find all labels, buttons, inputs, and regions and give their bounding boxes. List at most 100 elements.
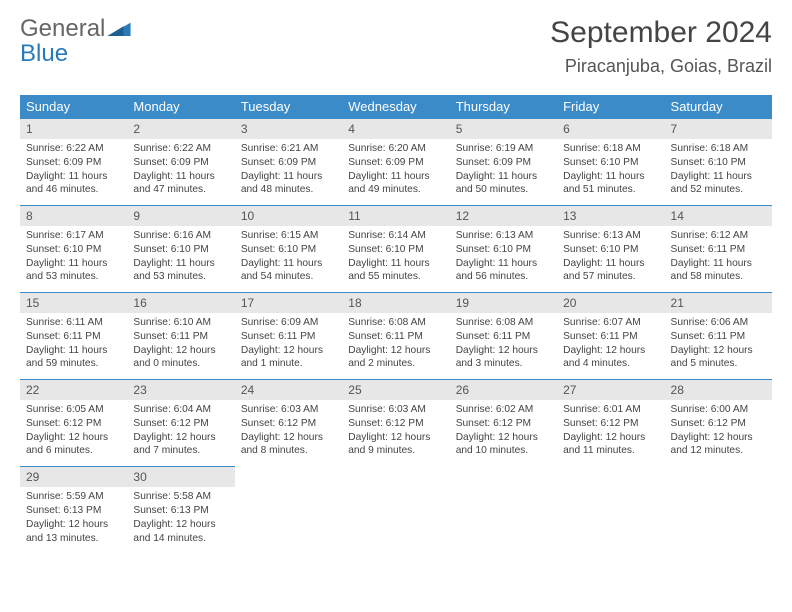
day-number: 27 bbox=[557, 380, 664, 401]
day-cell: Sunrise: 6:18 AMSunset: 6:10 PMDaylight:… bbox=[557, 139, 664, 206]
day-cell: Sunrise: 6:10 AMSunset: 6:11 PMDaylight:… bbox=[127, 313, 234, 380]
day-cell: Sunrise: 6:01 AMSunset: 6:12 PMDaylight:… bbox=[557, 400, 664, 467]
day-number: 18 bbox=[342, 293, 449, 314]
day-cell: Sunrise: 6:03 AMSunset: 6:12 PMDaylight:… bbox=[235, 400, 342, 467]
day-number: 7 bbox=[665, 119, 772, 140]
day-number: 30 bbox=[127, 467, 234, 488]
sunrise-text: Sunrise: 6:05 AM bbox=[26, 403, 121, 417]
sunrise-text: Sunrise: 5:59 AM bbox=[26, 490, 121, 504]
sunset-text: Sunset: 6:11 PM bbox=[563, 330, 658, 344]
weekday-header: Thursday bbox=[450, 95, 557, 119]
day-number-row: 891011121314 bbox=[20, 206, 772, 227]
day-number: 26 bbox=[450, 380, 557, 401]
daylight-text: Daylight: 11 hours and 57 minutes. bbox=[563, 257, 658, 285]
day-cell: Sunrise: 6:19 AMSunset: 6:09 PMDaylight:… bbox=[450, 139, 557, 206]
day-number: 4 bbox=[342, 119, 449, 140]
day-content-row: Sunrise: 6:17 AMSunset: 6:10 PMDaylight:… bbox=[20, 226, 772, 293]
sunrise-text: Sunrise: 6:22 AM bbox=[26, 142, 121, 156]
sunrise-text: Sunrise: 6:00 AM bbox=[671, 403, 766, 417]
day-cell bbox=[665, 487, 772, 553]
daylight-text: Daylight: 12 hours and 13 minutes. bbox=[26, 518, 121, 546]
sunset-text: Sunset: 6:09 PM bbox=[348, 156, 443, 170]
sunset-text: Sunset: 6:10 PM bbox=[133, 243, 228, 257]
daylight-text: Daylight: 11 hours and 59 minutes. bbox=[26, 344, 121, 372]
sunrise-text: Sunrise: 6:03 AM bbox=[348, 403, 443, 417]
sunrise-text: Sunrise: 6:20 AM bbox=[348, 142, 443, 156]
day-cell: Sunrise: 6:00 AMSunset: 6:12 PMDaylight:… bbox=[665, 400, 772, 467]
sunset-text: Sunset: 6:09 PM bbox=[241, 156, 336, 170]
day-number: 25 bbox=[342, 380, 449, 401]
title-block: September 2024 Piracanjuba, Goias, Brazi… bbox=[550, 16, 772, 77]
daylight-text: Daylight: 12 hours and 11 minutes. bbox=[563, 431, 658, 459]
day-cell: Sunrise: 6:06 AMSunset: 6:11 PMDaylight:… bbox=[665, 313, 772, 380]
sunset-text: Sunset: 6:11 PM bbox=[348, 330, 443, 344]
day-number: 23 bbox=[127, 380, 234, 401]
day-cell bbox=[235, 487, 342, 553]
daylight-text: Daylight: 12 hours and 0 minutes. bbox=[133, 344, 228, 372]
day-number bbox=[665, 467, 772, 488]
day-number: 2 bbox=[127, 119, 234, 140]
sunrise-text: Sunrise: 6:22 AM bbox=[133, 142, 228, 156]
sunset-text: Sunset: 6:09 PM bbox=[456, 156, 551, 170]
day-number-row: 22232425262728 bbox=[20, 380, 772, 401]
day-number: 5 bbox=[450, 119, 557, 140]
sunset-text: Sunset: 6:11 PM bbox=[456, 330, 551, 344]
sunset-text: Sunset: 6:12 PM bbox=[456, 417, 551, 431]
sunrise-text: Sunrise: 6:21 AM bbox=[241, 142, 336, 156]
sunset-text: Sunset: 6:11 PM bbox=[133, 330, 228, 344]
day-number: 6 bbox=[557, 119, 664, 140]
day-number-row: 2930 bbox=[20, 467, 772, 488]
day-number: 12 bbox=[450, 206, 557, 227]
daylight-text: Daylight: 12 hours and 1 minute. bbox=[241, 344, 336, 372]
sunset-text: Sunset: 6:10 PM bbox=[26, 243, 121, 257]
day-cell: Sunrise: 6:20 AMSunset: 6:09 PMDaylight:… bbox=[342, 139, 449, 206]
sunset-text: Sunset: 6:12 PM bbox=[671, 417, 766, 431]
logo-text-general: General bbox=[20, 15, 105, 42]
day-cell: Sunrise: 6:13 AMSunset: 6:10 PMDaylight:… bbox=[557, 226, 664, 293]
day-number bbox=[557, 467, 664, 488]
daylight-text: Daylight: 11 hours and 52 minutes. bbox=[671, 170, 766, 198]
sunset-text: Sunset: 6:10 PM bbox=[563, 243, 658, 257]
day-cell: Sunrise: 6:21 AMSunset: 6:09 PMDaylight:… bbox=[235, 139, 342, 206]
day-cell bbox=[557, 487, 664, 553]
day-number: 1 bbox=[20, 119, 127, 140]
weekday-header: Sunday bbox=[20, 95, 127, 119]
day-number: 15 bbox=[20, 293, 127, 314]
day-cell: Sunrise: 6:08 AMSunset: 6:11 PMDaylight:… bbox=[342, 313, 449, 380]
sunrise-text: Sunrise: 6:12 AM bbox=[671, 229, 766, 243]
day-cell: Sunrise: 6:11 AMSunset: 6:11 PMDaylight:… bbox=[20, 313, 127, 380]
sunrise-text: Sunrise: 6:17 AM bbox=[26, 229, 121, 243]
day-cell bbox=[342, 487, 449, 553]
daylight-text: Daylight: 12 hours and 4 minutes. bbox=[563, 344, 658, 372]
weekday-header-row: SundayMondayTuesdayWednesdayThursdayFrid… bbox=[20, 95, 772, 119]
daylight-text: Daylight: 12 hours and 9 minutes. bbox=[348, 431, 443, 459]
sunset-text: Sunset: 6:12 PM bbox=[26, 417, 121, 431]
sunset-text: Sunset: 6:11 PM bbox=[671, 243, 766, 257]
daylight-text: Daylight: 11 hours and 54 minutes. bbox=[241, 257, 336, 285]
daylight-text: Daylight: 11 hours and 50 minutes. bbox=[456, 170, 551, 198]
day-cell: Sunrise: 6:22 AMSunset: 6:09 PMDaylight:… bbox=[20, 139, 127, 206]
day-cell: Sunrise: 6:18 AMSunset: 6:10 PMDaylight:… bbox=[665, 139, 772, 206]
day-number: 22 bbox=[20, 380, 127, 401]
sunset-text: Sunset: 6:11 PM bbox=[241, 330, 336, 344]
daylight-text: Daylight: 11 hours and 49 minutes. bbox=[348, 170, 443, 198]
daylight-text: Daylight: 12 hours and 2 minutes. bbox=[348, 344, 443, 372]
sunrise-text: Sunrise: 6:04 AM bbox=[133, 403, 228, 417]
weekday-header: Monday bbox=[127, 95, 234, 119]
day-content-row: Sunrise: 6:22 AMSunset: 6:09 PMDaylight:… bbox=[20, 139, 772, 206]
day-cell: Sunrise: 6:12 AMSunset: 6:11 PMDaylight:… bbox=[665, 226, 772, 293]
day-cell: Sunrise: 5:59 AMSunset: 6:13 PMDaylight:… bbox=[20, 487, 127, 553]
sunset-text: Sunset: 6:10 PM bbox=[456, 243, 551, 257]
day-number: 29 bbox=[20, 467, 127, 488]
sunset-text: Sunset: 6:12 PM bbox=[133, 417, 228, 431]
weekday-header: Friday bbox=[557, 95, 664, 119]
daylight-text: Daylight: 11 hours and 51 minutes. bbox=[563, 170, 658, 198]
day-number: 3 bbox=[235, 119, 342, 140]
sunrise-text: Sunrise: 6:08 AM bbox=[348, 316, 443, 330]
day-number: 17 bbox=[235, 293, 342, 314]
daylight-text: Daylight: 12 hours and 14 minutes. bbox=[133, 518, 228, 546]
day-number: 11 bbox=[342, 206, 449, 227]
daylight-text: Daylight: 11 hours and 46 minutes. bbox=[26, 170, 121, 198]
sunset-text: Sunset: 6:13 PM bbox=[133, 504, 228, 518]
day-cell: Sunrise: 6:17 AMSunset: 6:10 PMDaylight:… bbox=[20, 226, 127, 293]
